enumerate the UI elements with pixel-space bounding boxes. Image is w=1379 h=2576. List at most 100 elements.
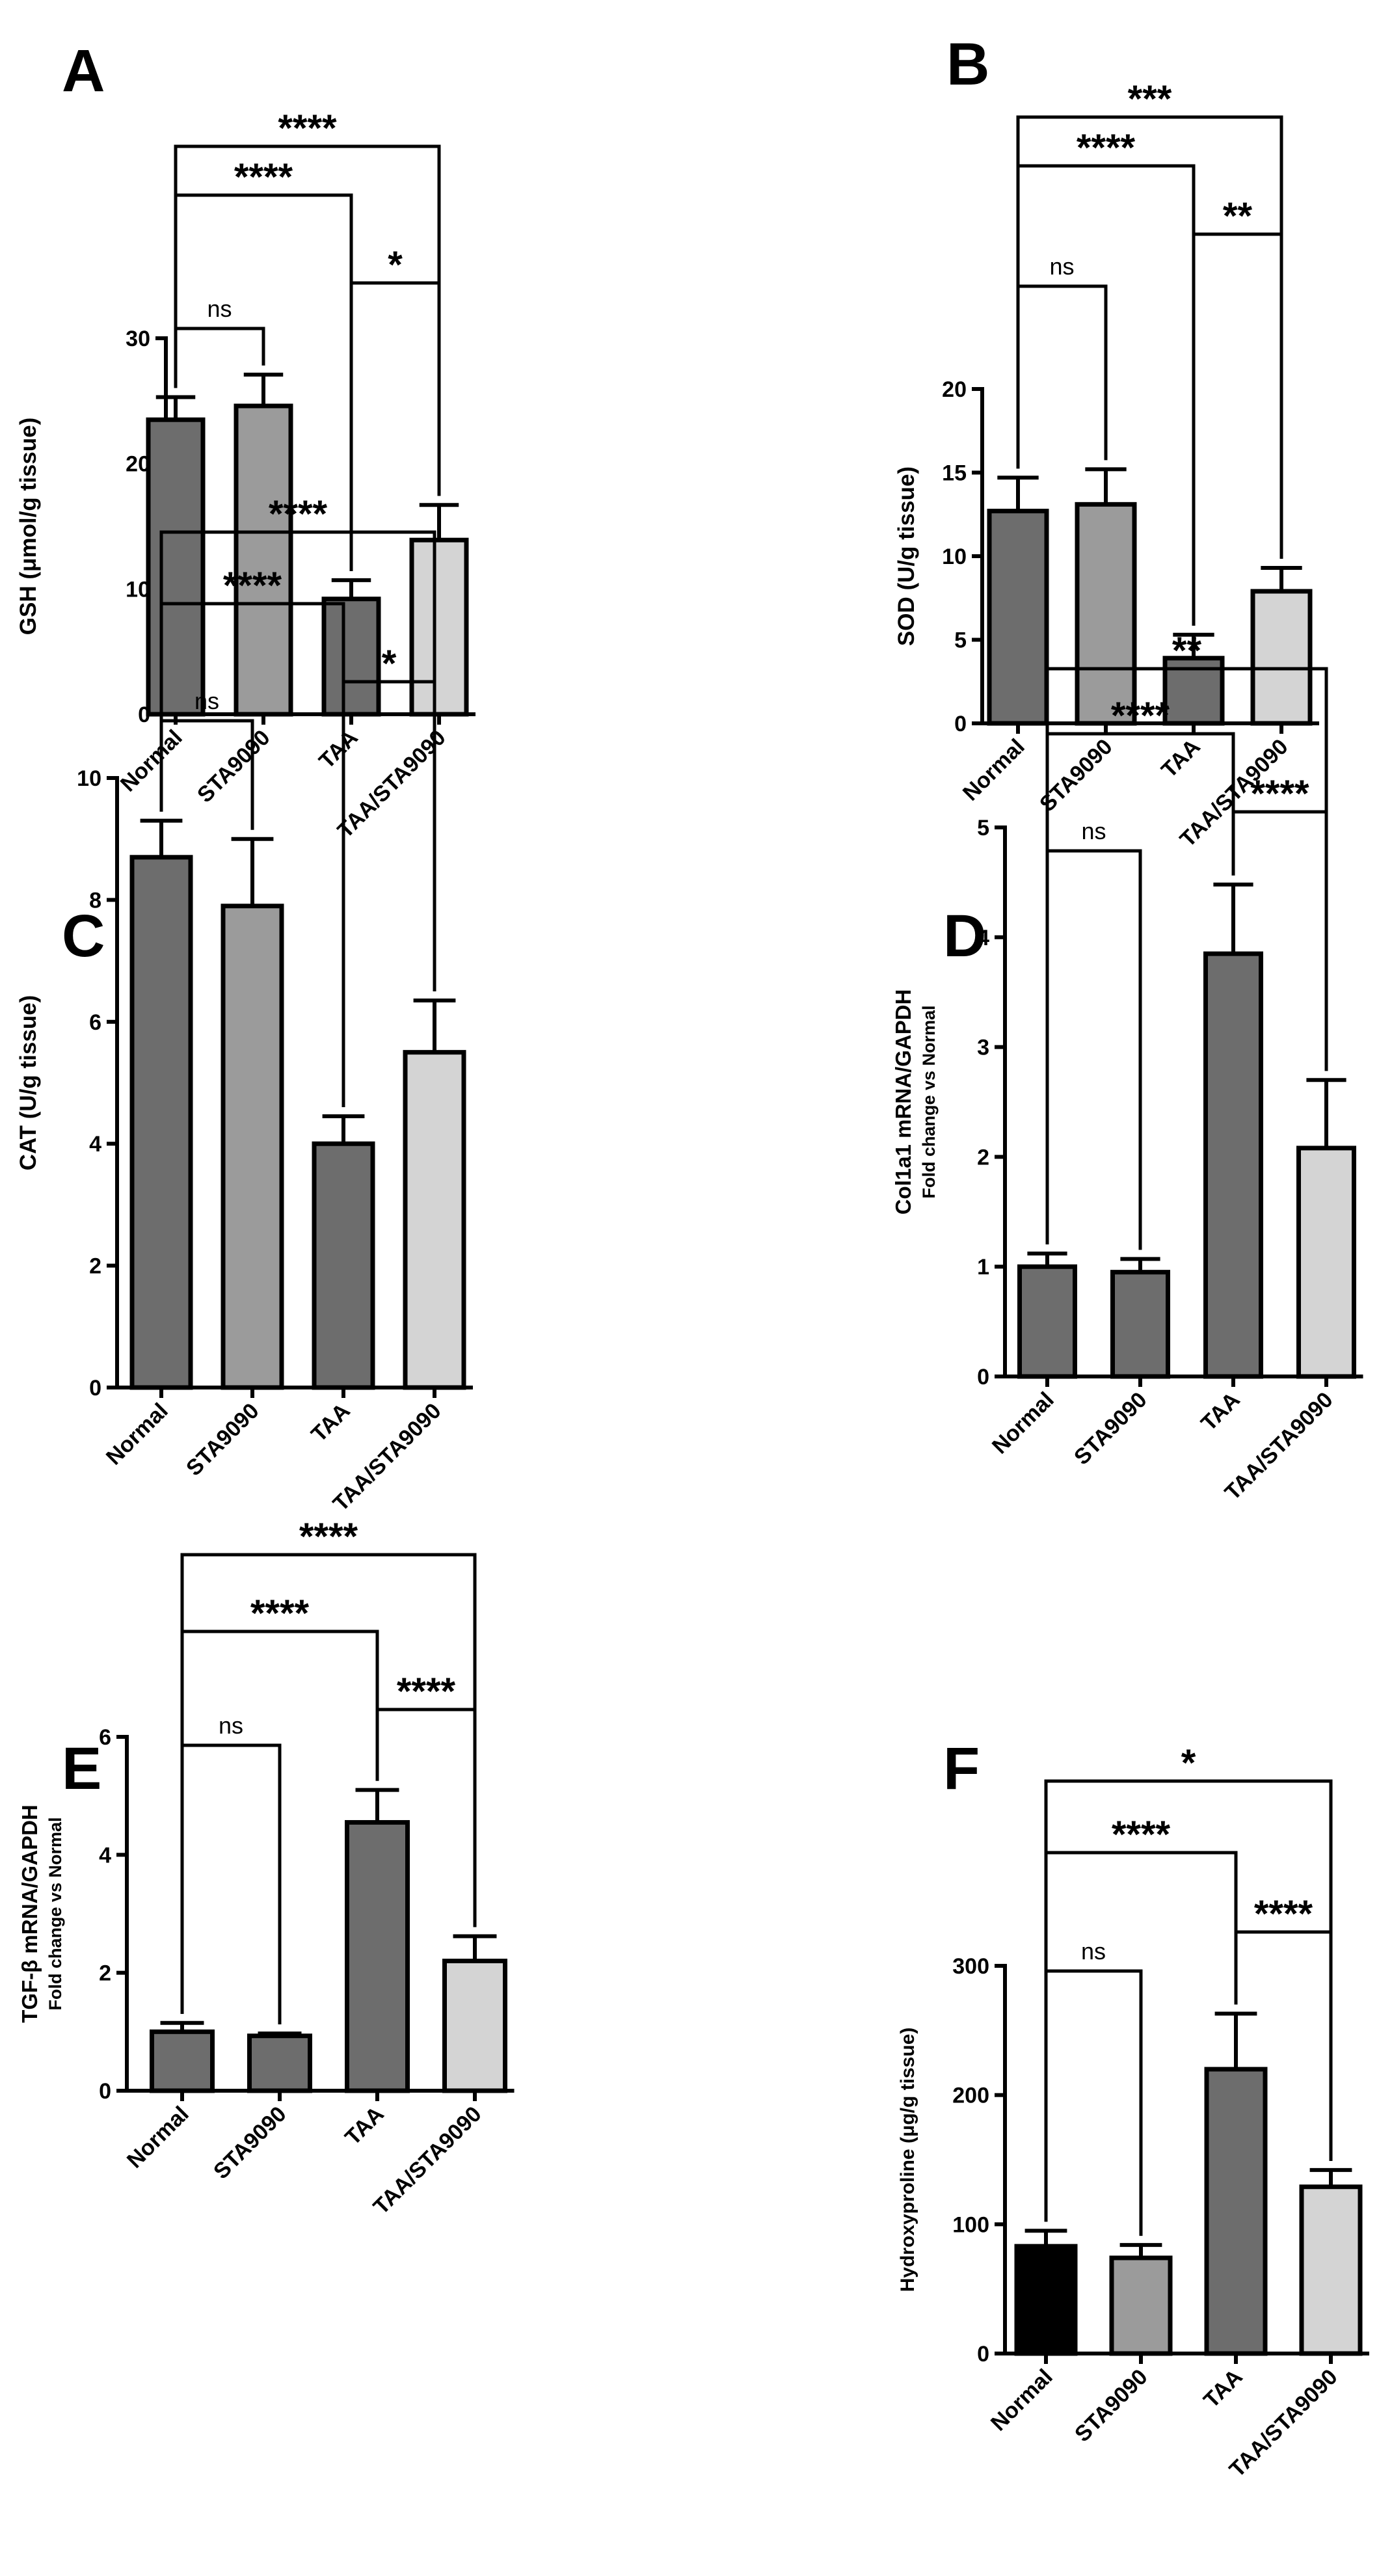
y-tick-label: 200 [952, 2084, 989, 2108]
y-axis-subtitle: Fold change vs Normal [46, 1817, 65, 2010]
category-label: STA9090 [193, 725, 275, 808]
y-axis-title: SOD (U/g tissue) [894, 466, 919, 646]
significance-bracket [1016, 115, 1283, 559]
significance-bracket [1044, 1779, 1333, 2222]
category-label: TAA [1199, 2365, 1248, 2413]
bar-sta9090 [221, 904, 284, 1390]
bar-normal [1014, 2244, 1078, 2356]
significance-label: ** [1223, 195, 1253, 237]
panel-letter: F [943, 1736, 980, 1802]
category-label: Normal [116, 725, 187, 797]
significance-bracket [349, 281, 441, 571]
y-axis-title: Hydroxyproline (μg/g tissue) [897, 2028, 918, 2292]
significance-label: **** [1111, 695, 1170, 737]
significance-label: **** [278, 107, 337, 150]
significance-label: **** [1250, 773, 1309, 815]
y-tick-label: 2 [99, 1961, 111, 1986]
bar-sta9090 [1110, 1270, 1170, 1379]
bar-taa-sta9090 [442, 1959, 507, 2093]
y-tick-label: 4 [977, 926, 989, 950]
bar-taa-sta9090 [409, 537, 469, 717]
y-tick-label: 20 [942, 377, 967, 402]
significance-label: **** [234, 156, 293, 198]
bar-sta9090 [1075, 502, 1137, 726]
y-axis-subtitle: Fold change vs Normal [919, 1005, 939, 1198]
bar-taa-sta9090 [1250, 589, 1313, 726]
significance-label: **** [250, 1592, 310, 1635]
y-tick-label: 1 [977, 1255, 989, 1280]
category-label: Normal [122, 2102, 194, 2173]
bar-normal [129, 855, 193, 1390]
y-tick-label: 6 [99, 1725, 111, 1750]
y-tick-label: 4 [99, 1843, 111, 1868]
panel-letter: B [946, 31, 989, 98]
significance-label: **** [223, 565, 282, 607]
bar-taa [1204, 2067, 1268, 2356]
significance-bracket [159, 530, 436, 992]
bar-taa [345, 1819, 410, 2093]
category-label: STA9090 [1069, 1388, 1152, 1470]
significance-bracket [174, 327, 265, 388]
significance-bracket [1045, 849, 1142, 1250]
category-label: Normal [987, 1388, 1059, 1459]
category-label: TAA [340, 2102, 389, 2151]
y-tick-label: 3 [977, 1036, 989, 1060]
significance-label: **** [269, 493, 328, 535]
y-axis-title: Col1a1 mRNA/GAPDH [891, 989, 915, 1215]
significance-label: ns [1081, 1938, 1106, 1965]
significance-label: *** [1128, 78, 1172, 120]
significance-label: **** [1254, 1893, 1313, 1935]
panel-letter: E [62, 1736, 101, 1802]
significance-label: * [388, 244, 403, 286]
bar-taa-sta9090 [1299, 2184, 1363, 2356]
y-tick-label: 0 [99, 2079, 111, 2104]
bar-taa-sta9090 [1296, 1146, 1356, 1379]
significance-label: * [1181, 1742, 1196, 1784]
y-tick-label: 5 [977, 816, 989, 840]
y-tick-label: 0 [954, 712, 967, 736]
significance-label: ns [1081, 818, 1106, 844]
significance-label: **** [1077, 127, 1136, 169]
y-tick-label: 0 [977, 1365, 989, 1389]
significance-label: **** [397, 1670, 456, 1713]
category-label: STA9090 [1070, 2365, 1153, 2447]
significance-label: * [382, 643, 397, 685]
y-tick-label: 30 [126, 327, 150, 351]
bar-taa-sta9090 [403, 1050, 466, 1390]
y-tick-label: 2 [977, 1145, 989, 1170]
y-axis-title: GSH (μmol/g tissue) [16, 418, 41, 636]
category-label: Normal [101, 1399, 173, 1470]
category-label: TAA [1157, 734, 1205, 783]
category-label: Normal [958, 734, 1030, 806]
panel-letter: D [943, 903, 986, 969]
y-tick-label: 8 [89, 888, 101, 913]
y-axis-title: CAT (U/g tissue) [16, 995, 41, 1171]
significance-label: ns [194, 688, 219, 714]
significance-bracket [180, 1743, 282, 2025]
bar-sta9090 [1109, 2255, 1173, 2356]
category-label: TAA [314, 725, 363, 774]
y-tick-label: 10 [942, 544, 967, 569]
category-label: STA9090 [181, 1399, 264, 1481]
significance-label: ** [1172, 630, 1202, 672]
significance-label: ns [207, 295, 232, 322]
bar-taa [321, 597, 381, 717]
category-label: STA9090 [209, 2102, 291, 2184]
y-tick-label: 5 [954, 628, 967, 653]
bar-normal [987, 509, 1049, 726]
bar-taa [1203, 951, 1263, 1379]
significance-bracket [1044, 1969, 1143, 2236]
y-tick-label: 10 [77, 766, 101, 791]
category-label: TAA [1196, 1388, 1245, 1436]
y-axis-title: TGF-β mRNA/GAPDH [18, 1805, 42, 2022]
bar-sta9090 [247, 2033, 312, 2093]
panel-letter: A [62, 38, 105, 104]
bar-normal [150, 2029, 215, 2093]
significance-bracket [1016, 284, 1108, 469]
significance-label: ns [1049, 253, 1074, 280]
